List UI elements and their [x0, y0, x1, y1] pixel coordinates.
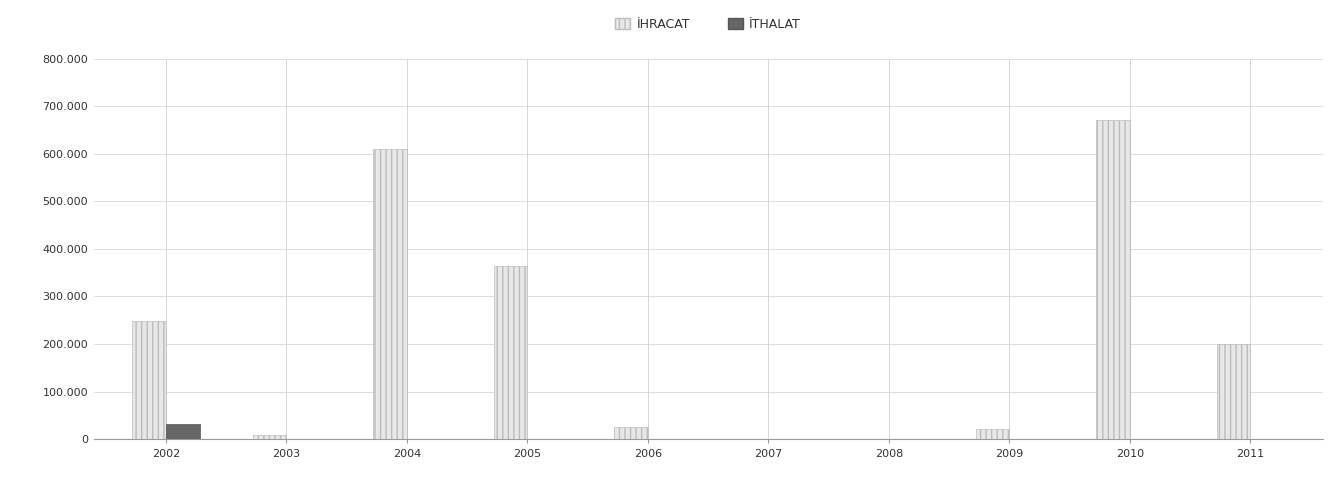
Bar — [1217, 344, 1250, 439]
Bar — [975, 429, 1009, 439]
Bar — [493, 265, 528, 439]
Bar — [166, 424, 199, 439]
Bar — [132, 321, 166, 439]
Bar — [253, 435, 286, 439]
Legend: İHRACAT, İTHALAT: İHRACAT, İTHALAT — [613, 15, 803, 33]
Bar — [1096, 121, 1130, 439]
Bar — [615, 427, 648, 439]
Bar — [373, 149, 407, 439]
